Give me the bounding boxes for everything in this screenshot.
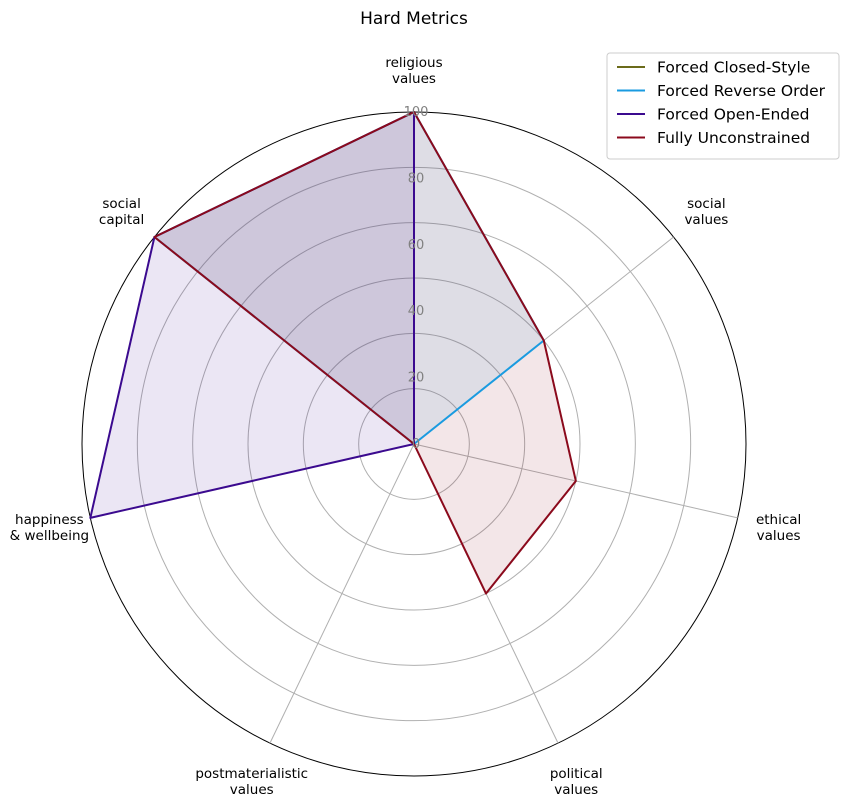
legend-label: Forced Reverse Order	[657, 82, 826, 100]
axis-label-line: social	[102, 196, 141, 212]
radial-tick-label: 40	[408, 304, 425, 319]
axis-label-2: ethical values	[756, 512, 801, 544]
legend-box	[606, 52, 840, 160]
axis-label-6: social capital	[99, 196, 144, 228]
legend-label: Forced Closed-Style	[657, 59, 810, 77]
radial-ticks: 0 20 40 60 80 100	[404, 105, 429, 452]
series-fills	[90, 112, 576, 594]
series-lines	[89, 111, 577, 595]
axis-label-5: happiness & wellbeing	[10, 512, 89, 544]
radial-tick-label: 80	[408, 171, 425, 186]
radial-tick-label: 60	[408, 238, 425, 253]
axis-label-0: religious values	[385, 55, 442, 87]
radial-tick-label: 100	[404, 105, 429, 120]
axis-label-line: political	[550, 766, 603, 782]
axis-label-line: values	[554, 782, 598, 798]
axis-label-line: happiness	[15, 512, 84, 528]
chart-title: Hard Metrics	[360, 9, 468, 29]
axis-label-line: values	[757, 528, 801, 544]
radial-tick-label: 20	[408, 371, 425, 386]
axis-label-1: social values	[684, 196, 728, 228]
axis-label-line: & wellbeing	[10, 528, 89, 544]
axis-label-line: values	[230, 782, 274, 798]
axis-label-line: values	[684, 212, 728, 228]
axis-label-line: social	[687, 196, 726, 212]
legend-label: Fully Unconstrained	[657, 129, 810, 147]
axis-label-3: political values	[550, 766, 603, 798]
radial-tick-label: 0	[412, 437, 420, 452]
axis-label-line: capital	[99, 212, 144, 228]
series-fill-3	[154, 112, 576, 594]
axis-label-line: values	[392, 71, 436, 87]
axis-label-line: ethical	[756, 512, 801, 528]
spoke-line	[269, 443, 415, 744]
axis-label-4: postmaterialistic values	[195, 766, 308, 798]
legend-label: Forced Open-Ended	[657, 106, 810, 124]
series-fill-1	[154, 112, 544, 444]
legend: Forced Closed-Style Forced Reverse Order F…	[606, 52, 840, 160]
series-line-3	[153, 111, 577, 595]
axis-label-line: postmaterialistic	[195, 766, 308, 782]
axis-label-line: religious	[385, 55, 442, 71]
